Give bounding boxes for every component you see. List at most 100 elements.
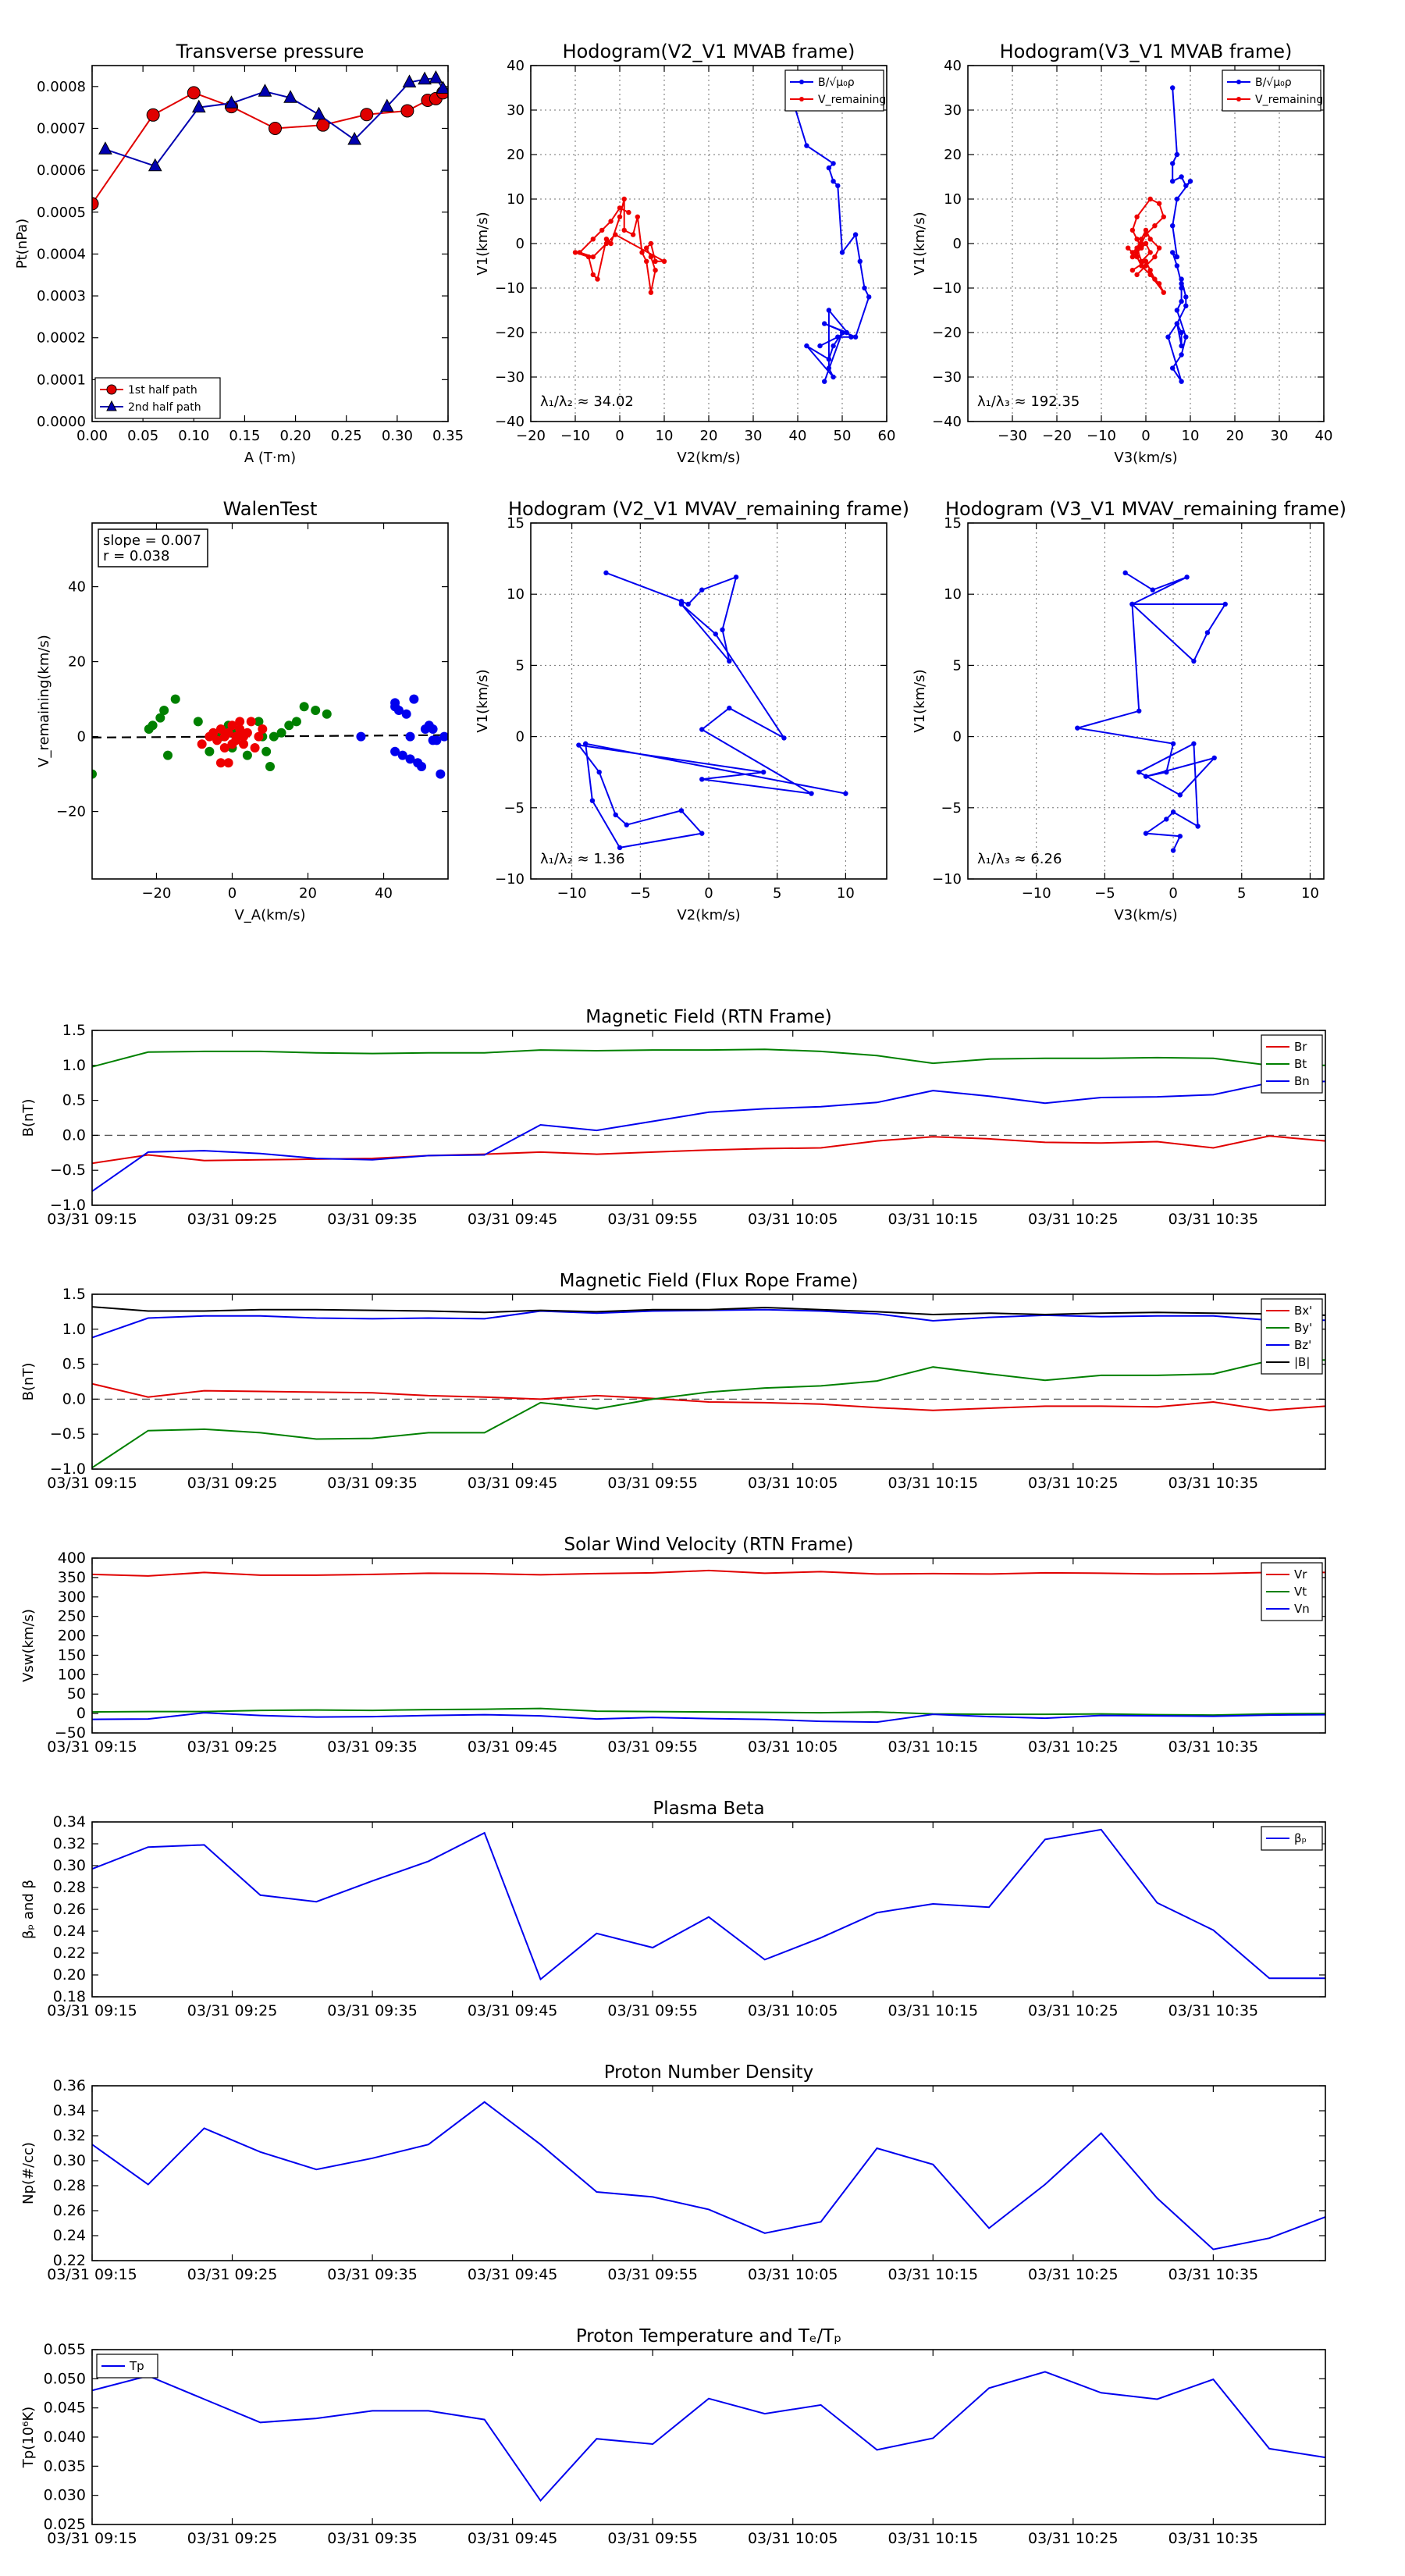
legend-label: V_remaining bbox=[818, 94, 886, 106]
data-point bbox=[781, 735, 787, 741]
x-tick-label: 03/31 10:35 bbox=[1168, 1211, 1259, 1228]
x-tick-label: 03/31 10:05 bbox=[748, 2002, 838, 2019]
y-tick-label: 0.30 bbox=[53, 1857, 86, 1874]
x-tick-label: 30 bbox=[745, 428, 763, 444]
data-point bbox=[258, 84, 272, 97]
x-tick-label: 0 bbox=[1168, 885, 1177, 902]
x-tick-label: −10 bbox=[1022, 885, 1051, 902]
y-tick-label: 1.5 bbox=[62, 1022, 86, 1039]
ratio-annotation: λ₁/λ₂ ≈ 34.02 bbox=[540, 393, 634, 410]
y-tick-label: 0.0000 bbox=[37, 414, 86, 430]
data-point bbox=[1147, 196, 1153, 202]
data-point bbox=[835, 334, 841, 340]
y-tick-label: 20 bbox=[944, 147, 962, 163]
chart-title: Magnetic Field (RTN Frame) bbox=[585, 1007, 832, 1027]
data-point bbox=[436, 769, 446, 779]
data-point bbox=[653, 258, 658, 264]
data-point bbox=[852, 334, 859, 340]
x-tick-label: 20 bbox=[1226, 428, 1244, 444]
x-tick-label: 03/31 10:25 bbox=[1028, 1738, 1119, 1756]
x-tick-label: 03/31 09:45 bbox=[468, 1211, 558, 1228]
data-point bbox=[1183, 294, 1189, 300]
data-point bbox=[648, 240, 654, 247]
data-point bbox=[589, 798, 596, 803]
data-point bbox=[1183, 303, 1189, 308]
data-point bbox=[1143, 831, 1149, 836]
x-tick-label: 5 bbox=[1237, 885, 1246, 902]
x-tick-label: 0.15 bbox=[229, 428, 260, 444]
data-point bbox=[843, 791, 848, 796]
data-point bbox=[1161, 214, 1167, 219]
data-point bbox=[1126, 245, 1131, 251]
y-tick-label: 0.0007 bbox=[37, 120, 86, 137]
x-tick-label: −20 bbox=[1042, 428, 1072, 444]
y-tick-label: −5 bbox=[941, 800, 962, 817]
plot-frame bbox=[530, 522, 887, 880]
series-line-0 bbox=[92, 1382, 1325, 1411]
data-point bbox=[299, 702, 309, 712]
y-tick-label: 0.5 bbox=[62, 1092, 86, 1109]
data-point bbox=[1191, 741, 1197, 746]
series-line-2 bbox=[92, 1080, 1325, 1192]
chart-title: Hodogram (V2_V1 MVAV_remaining frame) bbox=[508, 498, 909, 520]
legend-label: Vn bbox=[1294, 1602, 1310, 1616]
y-tick-label: 0.22 bbox=[53, 2252, 86, 2269]
data-point bbox=[1143, 774, 1149, 779]
legend-label: Vr bbox=[1294, 1567, 1307, 1582]
data-point bbox=[1170, 809, 1176, 815]
chart-title: Magnetic Field (Flux Rope Frame) bbox=[560, 1271, 859, 1291]
data-point bbox=[1136, 708, 1142, 713]
data-point bbox=[1143, 258, 1149, 264]
plot-area bbox=[92, 1569, 1325, 1724]
legend-marker bbox=[1236, 97, 1241, 101]
data-point bbox=[212, 735, 222, 745]
y-tick-label: 0 bbox=[953, 236, 962, 252]
data-point bbox=[159, 706, 169, 715]
y-tick-label: 0.0008 bbox=[37, 79, 86, 95]
y-axis-label: V1(km/s) bbox=[475, 669, 491, 732]
y-tick-label: 0.050 bbox=[44, 2370, 86, 2387]
data-point bbox=[653, 268, 658, 273]
chart-vsw: Solar Wind Velocity (RTN Frame) 03/31 09:… bbox=[20, 1535, 1326, 1756]
data-point bbox=[1139, 263, 1144, 269]
x-tick-label: 03/31 10:15 bbox=[887, 1211, 978, 1228]
data-point bbox=[235, 717, 245, 727]
data-point bbox=[261, 746, 272, 756]
series-line-2 bbox=[92, 1308, 1325, 1339]
data-point bbox=[401, 709, 411, 719]
y-tick-label: 0 bbox=[76, 1705, 86, 1722]
x-tick-label: 03/31 09:45 bbox=[468, 2002, 558, 2019]
y-tick-label: −20 bbox=[56, 804, 86, 820]
x-tick-label: 03/31 10:05 bbox=[748, 2530, 838, 2547]
data-point bbox=[1156, 245, 1162, 251]
y-axis-label: V1(km/s) bbox=[912, 669, 928, 732]
data-point bbox=[1179, 174, 1184, 180]
data-point bbox=[428, 724, 438, 734]
data-point bbox=[1139, 245, 1144, 251]
data-point bbox=[1143, 263, 1149, 269]
data-point bbox=[621, 196, 627, 202]
y-tick-label: 0.24 bbox=[53, 2227, 86, 2244]
data-point bbox=[727, 658, 732, 664]
x-tick-label: 03/31 09:45 bbox=[468, 2266, 558, 2283]
data-point bbox=[603, 240, 610, 247]
data-point bbox=[608, 219, 614, 224]
x-tick-label: 5 bbox=[773, 885, 781, 902]
legend-label: Bz' bbox=[1294, 1338, 1311, 1352]
x-tick-label: 03/31 10:25 bbox=[1028, 1475, 1119, 1492]
y-axis-label: V1(km/s) bbox=[912, 212, 928, 275]
y-tick-label: 40 bbox=[68, 579, 86, 596]
y-tick-label: −0.5 bbox=[50, 1162, 86, 1179]
data-point bbox=[215, 758, 226, 768]
legend-box bbox=[784, 69, 884, 112]
data-point bbox=[1174, 263, 1180, 269]
y-tick-label: 350 bbox=[58, 1569, 86, 1586]
data-point bbox=[1187, 179, 1193, 184]
y-tick-label: 100 bbox=[58, 1666, 86, 1683]
x-tick-label: 03/31 10:35 bbox=[1168, 2530, 1259, 2547]
data-point bbox=[148, 720, 158, 731]
stats-text: slope = 0.007 bbox=[103, 532, 201, 549]
data-point bbox=[205, 746, 215, 756]
